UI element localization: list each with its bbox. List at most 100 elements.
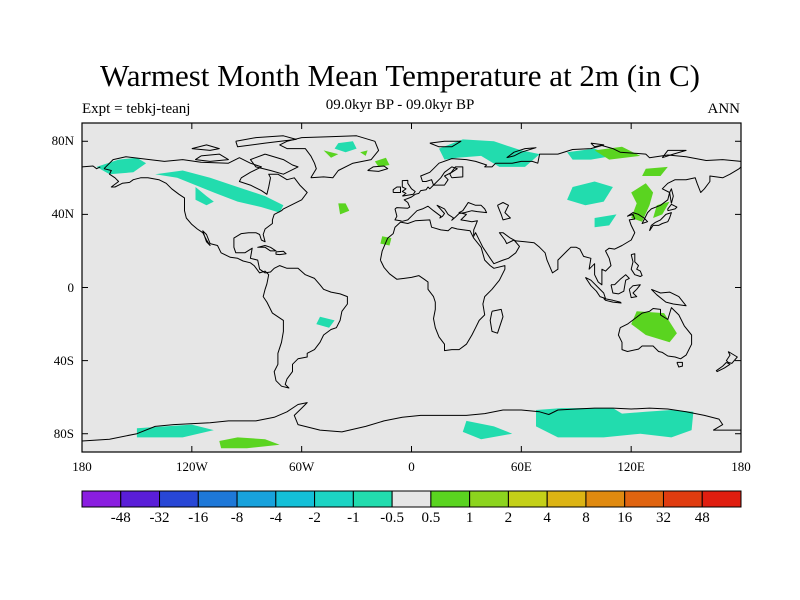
coastline (649, 212, 672, 232)
coastline (506, 147, 537, 159)
warming-anomaly-region (219, 437, 280, 449)
colorbar-tick-label: 1 (465, 510, 474, 526)
colorbar-swatch (159, 490, 199, 508)
coastline (394, 145, 741, 210)
colorbar-tick-label: 16 (617, 510, 633, 526)
coastline (590, 142, 605, 148)
cooling-anomaly-region (136, 424, 214, 438)
coastline (394, 166, 741, 286)
warming-anomaly-region (338, 203, 350, 215)
cooling-anomaly-region (195, 187, 214, 206)
colorbar-swatch (624, 490, 664, 508)
warming-anomaly-region (323, 150, 339, 158)
colorbar-tick-label: 48 (694, 510, 710, 526)
experiment-label: Expt = tebkj-teanj (82, 101, 191, 117)
coastline (603, 298, 622, 304)
coastline (103, 156, 348, 389)
coastline (669, 188, 674, 204)
cooling-anomaly-region (594, 214, 617, 228)
colorbar-tick-label: 8 (582, 510, 590, 526)
coastline (401, 179, 416, 197)
lat-tick-label: 40S (53, 352, 74, 368)
colorbar-swatch (81, 490, 122, 508)
colorbar-swatch (314, 490, 354, 508)
lat-tick-label: 40N (51, 206, 74, 222)
cooling-anomaly-region (155, 170, 284, 213)
warming-anomaly-region (360, 150, 368, 156)
coastline (429, 140, 462, 148)
coastline (617, 307, 693, 360)
colorbar-tick-label: -0.5 (380, 510, 404, 526)
coastline (433, 166, 458, 186)
coastline (725, 351, 738, 364)
colorbar-swatch (507, 490, 548, 508)
colorbar-swatch (585, 490, 626, 508)
map-subtitle: 09.0kyr BP - 09.0kyr BP (325, 97, 475, 113)
warming-anomaly-region (631, 311, 677, 343)
colorbar-tick-label: -8 (230, 510, 244, 526)
coastline (630, 253, 643, 277)
lon-tick-label: 60E (510, 459, 532, 474)
colorbar-swatch (701, 490, 742, 508)
map-content (82, 135, 741, 449)
lat-tick-label: 80N (51, 133, 74, 149)
coastline (715, 361, 731, 373)
colorbar-tick-label: 4 (543, 510, 551, 526)
warming-anomaly-region (642, 166, 668, 176)
colorbar-tick-label: 2 (504, 510, 513, 526)
colorbar-tick-label: 0.5 (421, 510, 441, 526)
cooling-anomaly-region (462, 420, 513, 440)
colorbar-swatch (430, 490, 471, 508)
cooling-anomaly-region (439, 139, 540, 167)
coastline (275, 250, 287, 256)
cooling-anomaly-region (536, 408, 694, 438)
lon-tick-label: 120W (175, 459, 208, 474)
colorbar-swatch (236, 490, 277, 508)
warming-anomaly-region (374, 157, 390, 167)
coastline (249, 153, 299, 175)
coastline (191, 144, 220, 151)
coastline (279, 135, 380, 179)
warming-anomaly-region (653, 201, 670, 218)
coastline (82, 402, 741, 442)
coastline (379, 219, 506, 352)
coastline (497, 202, 511, 221)
colorbar-swatch (469, 490, 509, 508)
colorbar-swatch (352, 490, 393, 508)
colorbar-tick-label: 32 (655, 510, 671, 526)
colorbar-tick-label: -4 (269, 510, 283, 526)
colorbar-tick-label: -1 (347, 510, 360, 526)
coastline (195, 153, 229, 162)
colorbar-swatch (275, 490, 316, 508)
colorbar-tick-label: -16 (188, 510, 209, 526)
colorbar-swatch (662, 490, 703, 508)
map-title: Warmest Month Mean Temperature at 2m (in… (100, 58, 700, 93)
coastline (449, 166, 464, 179)
lon-tick-label: 120E (617, 459, 645, 474)
warming-anomaly-region (594, 146, 641, 160)
colorbar-swatch (197, 490, 238, 508)
colorbar-swatch (391, 490, 432, 508)
cooling-anomaly-region (567, 181, 613, 206)
coastline (628, 284, 641, 299)
cooling-anomaly-region (334, 141, 357, 153)
colorbar-swatch (120, 490, 161, 508)
lon-tick-label: 0 (408, 459, 415, 474)
period-label: ANN (707, 101, 741, 117)
lon-tick-label: 180 (731, 459, 751, 474)
coastline (676, 361, 683, 368)
coastline (661, 149, 687, 159)
colorbar-swatch (546, 490, 587, 508)
colorbar-tick-label: -2 (308, 510, 321, 526)
coastline (667, 203, 678, 212)
cooling-anomaly-region (316, 316, 335, 328)
lat-tick-label: 80S (53, 425, 74, 441)
lon-tick-label: 60W (289, 459, 315, 474)
colorbar-tick-label: -48 (110, 510, 131, 526)
warming-anomaly-region (631, 183, 654, 222)
lon-tick-label: 180 (72, 459, 92, 474)
coastline (392, 186, 401, 193)
coastline (650, 288, 687, 307)
